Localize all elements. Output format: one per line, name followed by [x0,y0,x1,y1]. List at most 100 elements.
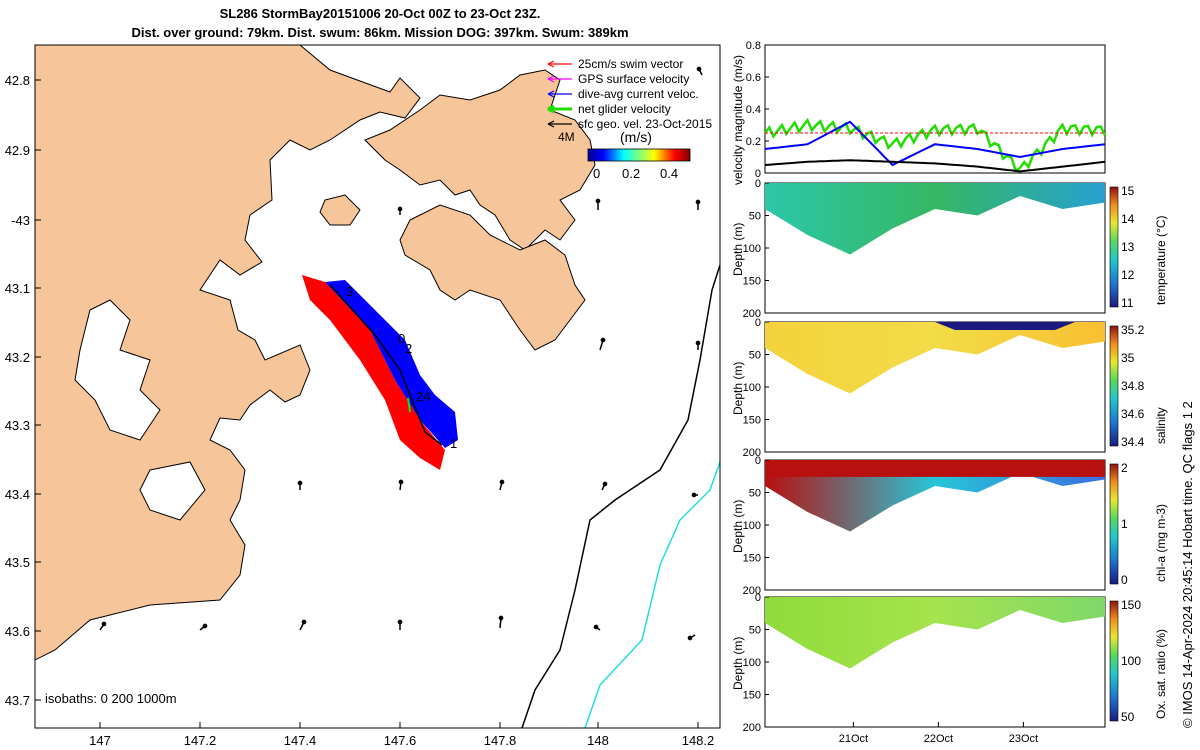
map-y-tick-label: 43.7 [5,693,30,708]
section-colorbar [1109,463,1119,585]
velocity-y-tick-label: 0.4 [746,104,761,116]
section-field [765,460,1105,532]
geo-arrow-head [397,619,403,625]
depth-tick-label: 150 [743,690,761,702]
colorbar-tick-label: 11 [1121,296,1134,310]
legend-label: net glider velocity [578,102,671,116]
track-label: 3 [346,284,353,299]
depth-axis-label: Depth (m) [731,500,745,553]
depth-tick-label: 200 [743,447,761,459]
geo-arrow-head [602,481,608,487]
chl-surface-layer [765,460,1105,477]
velocity-y-tick-label: 0.2 [746,136,761,148]
land-inner-2 [139,461,206,521]
colorbar-tick-label: 34.8 [1121,379,1145,393]
isobath-1000m [584,461,720,728]
colorbar-tick-label: 34.4 [1121,435,1145,449]
land-east-block [399,204,586,351]
velocity-line-1 [764,120,1106,167]
legend-label: 25cm/s swim vector [578,57,683,71]
current-swath [325,280,458,448]
depth-tick-label: 100 [743,657,761,669]
colorbar-tick: 0.2 [622,166,640,181]
section-field [765,597,1105,669]
geo-arrow-head [398,479,404,485]
legend-label: dive-avg current veloc. [578,87,699,101]
geo-arrow-head [397,206,403,212]
colorbar-tick-label: 15 [1121,184,1135,198]
section-colorbar-label: temperature (°C) [1154,216,1168,306]
colorbar-tick: 0.4 [660,166,678,181]
speed-colorbar [587,148,691,162]
depth-tick-label: 150 [743,415,761,427]
date-tick-label: 21Oct [839,733,868,745]
land-northeast [364,69,596,251]
map-x-tick-label: 147.8 [484,733,517,748]
velocity-y-tick-label: 0 [755,168,761,180]
geostrophic-arrows [99,66,703,641]
colorbar-tick-label: 2 [1121,461,1128,475]
map-y-tick-label: 43.5 [5,555,30,570]
depth-tick-label: 0 [755,455,761,467]
colorbar-tick-label: 34.6 [1121,407,1145,421]
green-vectors [407,397,411,413]
figure-title-line2: Dist. over ground: 79km. Dist. swum: 86k… [131,25,629,40]
depth-axis-label: Depth (m) [731,223,745,276]
geo-arrow-head [202,623,208,629]
geo-arrow-head [600,337,606,343]
map-y-tick-label: 43.3 [5,418,30,433]
velocity-y-tick-label: 0.6 [746,72,761,84]
map-x-tick-label: 147.2 [184,733,217,748]
figure-title-line1: SL286 StormBay20151006 20-Oct 00Z to 23-… [219,6,541,21]
colorbar-tick-label: 13 [1121,240,1135,254]
section-colorbar-label: Ox. sat. ratio (%) [1154,629,1168,719]
section-colorbar [1109,325,1119,447]
map-x-tick-label: 147 [89,733,111,748]
depth-tick-label: 50 [749,488,761,500]
island-label: 4M [558,130,575,144]
magenta-arrow-icon-head [547,75,555,83]
section-colorbar [1109,600,1119,722]
date-tick-label: 23Oct [1009,733,1038,745]
date-axis: 21Oct 22Oct 23Oct [839,722,1038,745]
black-arrow-icon-head [547,120,555,128]
colorbar-tick-label: 100 [1121,654,1141,668]
section-colorbar-label: chl-a (mg m-3) [1154,504,1168,582]
geo-arrow-head [499,479,505,485]
depth-tick-label: 100 [743,382,761,394]
geo-arrow-head [691,492,697,498]
land-small-island [319,194,361,226]
depth-axis-label: Depth (m) [731,362,745,415]
colorbar-tick-label: 1 [1121,517,1128,531]
green-arrow-icon-head [547,104,555,114]
colorbar-tick-label: 35.2 [1121,323,1145,337]
geo-arrow-head [595,198,601,204]
fresh-surface-layer [935,322,1075,330]
velocity-chart: 0 0.2 0.4 0.6 0.8 velocity magnitude (m/s) [731,40,1107,185]
stamp-text: © IMOS 14-Apr-2024 20:45:14 Hobart time.… [1180,401,1195,728]
map-y-tick-label: 42.8 [5,73,30,88]
colorbar-tick-label: 150 [1121,598,1141,612]
geo-arrow-head [696,66,702,72]
depth-tick-label: 150 [743,276,761,288]
velocity-ylabel: velocity magnitude (m/s) [731,55,745,185]
isobath-200m [521,264,720,728]
depth-tick-label: 150 [743,553,761,565]
map-y-tick-label: 43.6 [5,624,30,639]
colorbar-tick-label: 0 [1121,573,1128,587]
map-y-tick-label: -43 [11,213,30,228]
track-label: 2 [405,341,412,356]
velocity-y-tick-label: 0.8 [746,40,761,52]
map-y-tick-label: 43.4 [5,487,30,502]
depth-tick-label: 50 [749,211,761,223]
colorbar-tick: 0 [593,166,600,181]
geo-arrow-head [687,635,693,641]
map-y-tick-label: 43.1 [5,281,30,296]
velocity-series [764,117,1107,174]
colorbar-title: (m/s) [620,129,652,145]
track-label: 0 [398,331,405,346]
depth-tick-label: 50 [749,350,761,362]
depth-tick-label: 100 [743,520,761,532]
map-y-tick-label: 42.9 [5,143,30,158]
